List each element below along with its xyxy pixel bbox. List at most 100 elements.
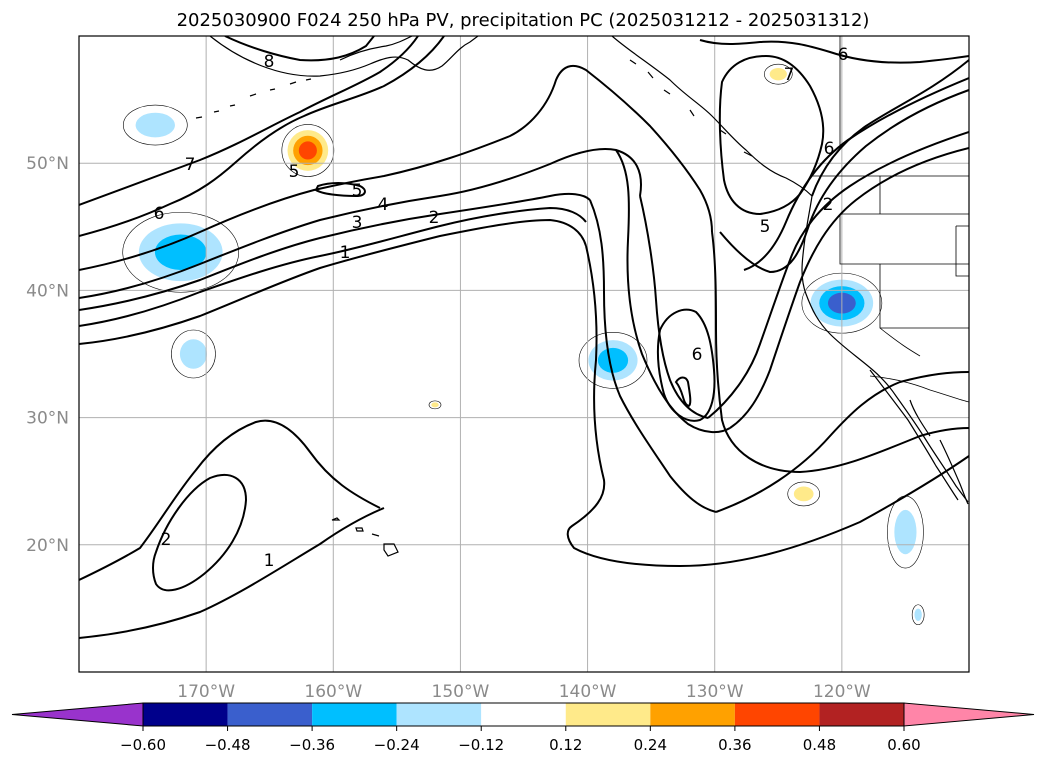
y-tick-labels: 20°N 30°N 40°N 50°N [26,154,69,556]
pv-contour-3 [79,192,591,311]
colorbar-tick-label: −0.12 [458,736,504,754]
contour-label: 6 [838,45,849,65]
pv-ridge-b [707,131,969,419]
precip-patch [431,402,439,408]
pv-contour-6-alaska [699,39,969,64]
colorbar-segment [650,703,735,726]
pv-subtropical-1 [79,507,385,639]
precip-patch [769,68,787,81]
contour-label: 7 [185,155,196,175]
pv-contour-5 [79,64,713,271]
pv-trough-2 [589,199,717,513]
political-borders [812,36,969,403]
pv-ridge-6 [743,77,969,271]
colorbar-tick-label: −0.48 [205,736,251,754]
state-borders [839,36,969,357]
pv-subtropical-closed [152,473,248,592]
y-tick-label: 40°N [26,281,69,301]
contour-label: 2 [161,530,172,550]
precip-patch [179,339,207,369]
pv-trough-7-closed [674,376,692,408]
colorbar-tick-label: 0.24 [634,736,667,754]
alaska-coastline [209,36,479,77]
pv-contour-2 [79,206,587,327]
pv-ridge-c [729,147,969,429]
pv-contour-6-north [79,36,445,237]
contour-label: 5 [760,217,771,237]
pv-trough-1 [566,245,969,568]
colorbar-tick-label: 0.48 [803,736,836,754]
contour-labels: 8 7 6 5 5 4 3 2 1 6 5 2 6 6 7 2 1 [154,45,849,571]
contour-label: 2 [823,195,834,215]
chart-title: 2025030900 F024 250 hPa PV, precipitatio… [177,10,870,31]
pv-contour-7-alaska [718,54,825,216]
bc-islands [629,59,753,157]
colorbar-tick-label: −0.36 [289,736,335,754]
mexico-coastline [939,439,969,505]
x-tick-label: 150°W [432,682,490,702]
precip-patch [154,234,207,271]
bc-coastline [611,36,813,197]
map-frame [78,35,970,673]
contour-label: 4 [378,195,389,215]
gridlines [79,36,969,672]
precip-patch [914,608,922,621]
y-tick-label: 20°N [26,536,69,556]
pv-trough-4 [639,195,709,419]
precip-patch [894,509,917,555]
aleutian-islands [195,78,312,119]
colorbar-segment [143,703,228,726]
y-tick-label: 30°N [26,409,69,429]
contour-label: 2 [429,208,440,228]
us-mexico-border [869,375,969,403]
contour-label: 7 [784,65,795,85]
pv-contour-5-closed [314,182,366,198]
colorbar-tick-label: 0.60 [887,736,920,754]
pv-contour-7-north [79,36,419,206]
colorbar-frame [142,702,905,727]
x-tick-labels: 170°W 160°W 150°W 140°W 130°W 120°W [177,682,871,702]
contour-label: 5 [352,181,363,201]
colorbar-tick-label: −0.60 [120,736,166,754]
precip-patch [793,486,814,502]
pv-ridge-5 [719,89,969,274]
y-tick-label: 50°N [26,154,69,174]
pv-contour-4 [79,148,642,299]
us-west-coastline [801,195,969,503]
x-tick-label: 140°W [559,682,617,702]
colorbar-segment [396,703,482,726]
pv-contours [79,36,969,639]
pv-trough-3 [615,149,731,434]
x-tick-label: 120°W [813,682,871,702]
pv-ridge-n1 [811,59,969,197]
contour-label: 1 [340,243,351,263]
colorbar-segment [734,703,820,726]
x-tick-label: 170°W [177,682,235,702]
precip-patch [135,112,175,138]
pv-contour-1 [79,218,587,345]
contour-label: 6 [824,139,835,159]
contour-label: 6 [692,345,703,365]
colorbar-extend-high [903,702,1035,727]
contour-label: 8 [264,52,275,72]
colorbar-tick-label: 0.12 [549,736,582,754]
precipitation-layer [122,63,925,626]
colorbar-tick-label: −0.24 [374,736,420,754]
colorbar-segment [565,703,651,726]
pv-contour-8 [224,36,375,62]
pv-trough-6-closed [656,308,716,422]
colorbar: −0.60 −0.48 −0.36 −0.24 −0.12 0.12 0.24 0.36 0.4… [11,702,1035,754]
precip-patch [298,141,317,160]
pv-ridge-d [715,371,969,513]
contour-label: 6 [154,204,165,224]
colorbar-segment [312,703,397,726]
x-tick-label: 130°W [686,682,744,702]
colorbar-segment [481,703,566,726]
hawaii-islands [331,517,399,557]
contour-label: 3 [352,213,363,233]
pv-subtropical-2 [79,419,381,581]
alaska-peninsula [339,36,413,61]
contour-label: 1 [264,551,275,571]
colorbar-tick-label: 0.36 [718,736,751,754]
